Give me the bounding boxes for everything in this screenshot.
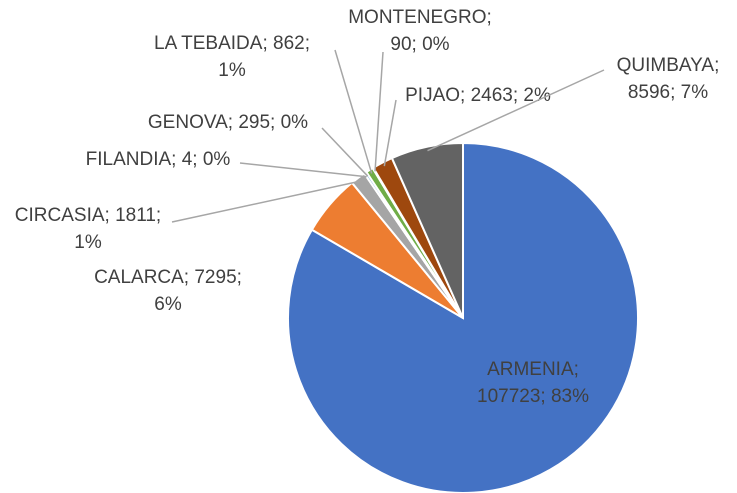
leader-line [321, 127, 369, 177]
data-label: 6% [154, 294, 182, 315]
data-label: CIRCASIA; 1811; [15, 205, 161, 226]
data-label: MONTENEGRO; [348, 7, 492, 28]
data-label: FILANDIA; 4; 0% [86, 149, 231, 170]
leader-line [383, 99, 397, 167]
data-label: PIJAO; 2463; 2% [405, 85, 551, 106]
data-label: 1% [218, 60, 246, 81]
data-label: 90; 0% [390, 34, 449, 55]
pie-slice [390, 141, 464, 319]
data-label: 8596; 7% [628, 82, 708, 103]
data-label: CALARCA; 7295; [94, 267, 242, 288]
data-label: QUIMBAYA; [617, 55, 720, 76]
leader-line [239, 162, 367, 178]
data-label: LA TEBAIDA; 862; [154, 33, 310, 54]
leader-line [171, 180, 361, 223]
leader-line [427, 69, 605, 152]
leader-line [374, 51, 384, 172]
data-label: 1% [74, 232, 102, 253]
data-label: GENOVA; 295; 0% [148, 112, 308, 133]
data-label: 107723; 83% [477, 386, 589, 407]
leader-line [334, 49, 373, 174]
data-label: ARMENIA; [487, 359, 579, 380]
